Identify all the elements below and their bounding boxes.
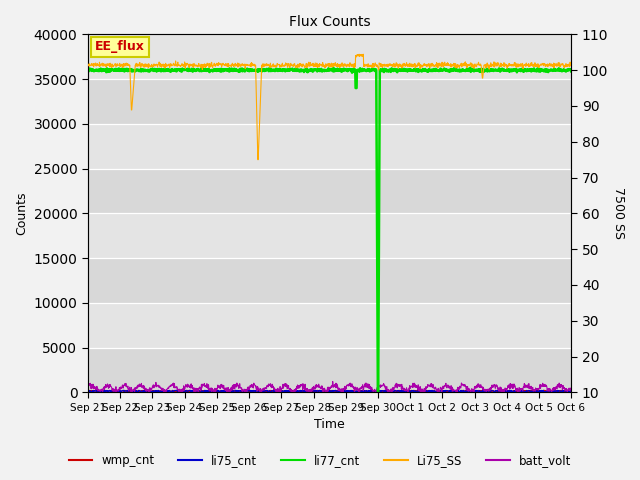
Bar [88, 168, 572, 214]
Bar [88, 258, 572, 303]
Bar [88, 124, 572, 168]
Y-axis label: Counts: Counts [15, 192, 28, 235]
Bar [88, 35, 572, 79]
Bar [88, 348, 572, 393]
Bar [88, 303, 572, 348]
Bar [88, 214, 572, 258]
X-axis label: Time: Time [314, 419, 345, 432]
Y-axis label: 7500 SS: 7500 SS [612, 187, 625, 240]
Legend: wmp_cnt, li75_cnt, li77_cnt, Li75_SS, batt_volt: wmp_cnt, li75_cnt, li77_cnt, Li75_SS, ba… [64, 449, 576, 472]
Text: EE_flux: EE_flux [95, 40, 145, 53]
Title: Flux Counts: Flux Counts [289, 15, 371, 29]
Bar [88, 79, 572, 124]
